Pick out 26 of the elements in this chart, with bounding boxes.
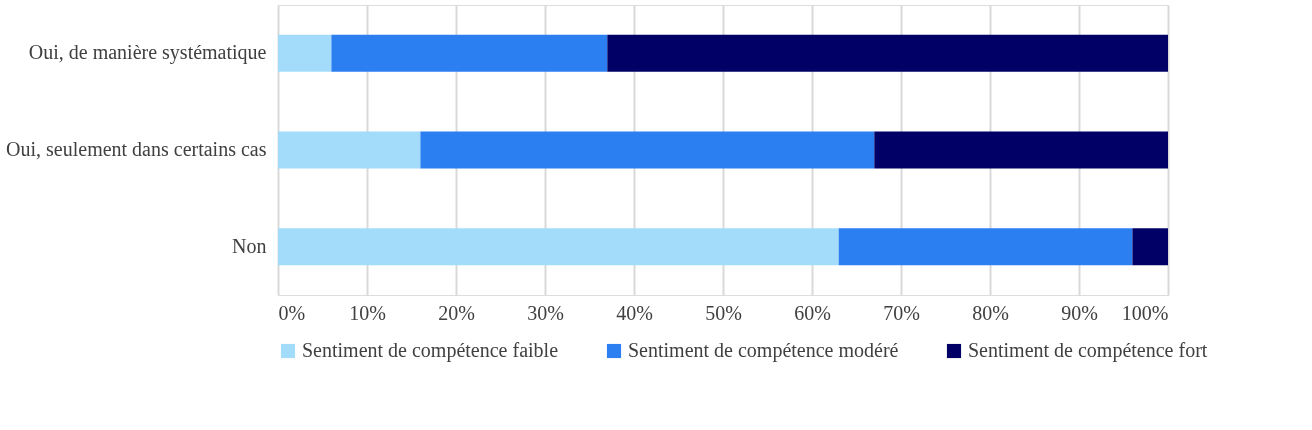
x-tick-label: 70% [883, 301, 920, 324]
x-tick-label: 90% [1061, 301, 1098, 324]
x-tick-label: 80% [972, 301, 1009, 324]
bar [607, 34, 1168, 72]
x-tick-label: 20% [438, 301, 475, 324]
bar [331, 34, 608, 72]
bar [838, 228, 1133, 266]
x-tick-label: 30% [527, 301, 564, 324]
bar [278, 34, 332, 72]
bar [874, 131, 1168, 169]
x-tick-label: 50% [705, 301, 742, 324]
bar [278, 228, 839, 266]
x-tick-label: 10% [349, 301, 386, 324]
y-tick-label: Oui, de manière systématique [28, 41, 267, 65]
y-tick-label: Oui, seulement dans certains cas [6, 138, 267, 160]
bar [420, 131, 875, 169]
bar [278, 131, 421, 169]
y-tick-label: Non [232, 234, 267, 257]
x-tick-label: 60% [794, 301, 831, 324]
x-tick-label: 100% [1121, 301, 1169, 324]
x-tick-label: 40% [616, 301, 653, 324]
legend-label: Sentiment de compétence faible [302, 339, 559, 362]
bar [1132, 228, 1168, 266]
legend-label: Sentiment de compétence modéré [628, 339, 899, 362]
x-tick-label: 0% [278, 301, 306, 324]
legend-label: Sentiment de compétence fort [968, 339, 1208, 362]
